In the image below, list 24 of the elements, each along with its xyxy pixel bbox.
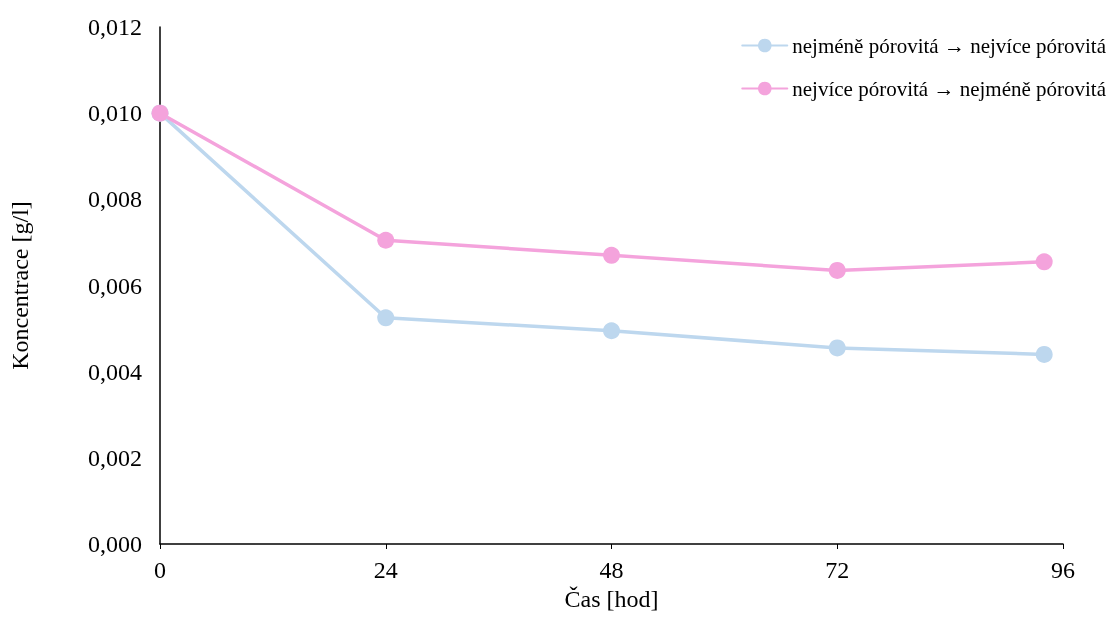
y-tick-label: 0,004 [88,358,142,385]
point [1035,345,1053,363]
x-tick-label: 96 [1051,557,1075,583]
y-tick-label: 0,002 [88,444,142,471]
point [603,246,620,264]
y-tick-label: 0,012 [88,14,142,40]
x-tick-label: 48 [599,557,624,583]
legend-label: nejméně pórovitá → nejvíce pórovitá [792,33,1107,58]
y-tick-label: 0,000 [88,531,142,557]
x-tick-label: 24 [373,557,398,583]
legend-label: nejvíce pórovitá → nejméně pórovitá [792,76,1107,101]
x-axis-title: Čas [hod] [564,585,659,612]
y-tick-label: 0,010 [88,100,142,127]
point [377,309,395,327]
y-tick-label: 0,008 [88,186,142,213]
point [828,339,846,357]
y-axis-title: Koncentrace [g/l] [7,201,33,370]
point [828,261,846,279]
y-tick-label: 0,006 [88,272,142,299]
point [377,231,395,249]
x-tick-label: 72 [825,557,850,583]
point [603,322,620,340]
point [1035,253,1053,271]
x-tick-label: 0 [154,557,166,583]
